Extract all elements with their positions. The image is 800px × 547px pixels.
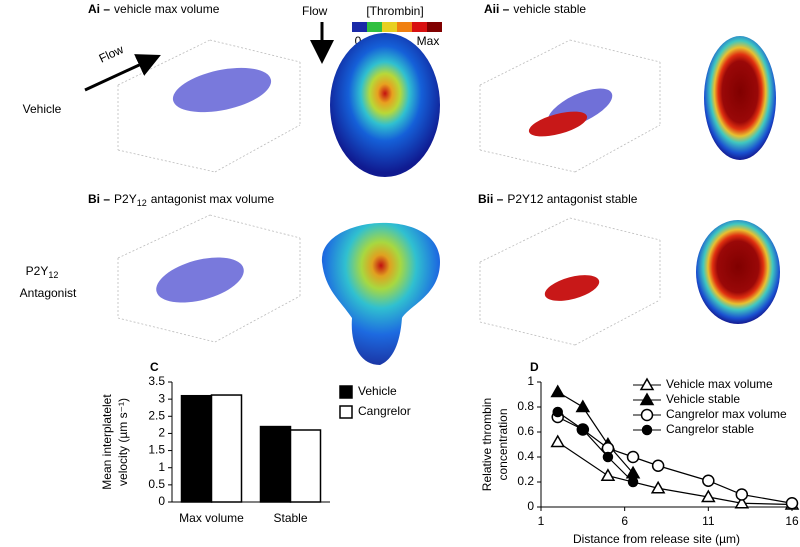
panel-title: Aii – vehicle stable [484, 2, 586, 16]
y-tick-label: 1 [527, 374, 534, 388]
row-label: P2Y12 [26, 264, 59, 280]
y-tick-label: 0 [527, 499, 534, 513]
marker [575, 399, 591, 413]
y-axis-label: Mean interplatelet [100, 394, 114, 490]
charts: C 0 0.5 1 1.5 2 2.5 3 3.5 Mean interplatelet veloc… [100, 360, 800, 546]
marker [602, 451, 614, 463]
x-tick-label: 6 [621, 514, 628, 528]
thrombus-render [156, 257, 244, 303]
panel-title: Bii – P2Y12 antagonist stable [478, 192, 638, 206]
x-tick-label: 16 [785, 514, 799, 528]
thrombus-heatmap [321, 222, 440, 365]
thrombus-render [528, 111, 588, 137]
bar [259, 425, 292, 503]
series-line [557, 441, 793, 506]
legend-label: Cangrelor [358, 404, 411, 418]
marker [627, 476, 639, 488]
colorbar-max: Max [417, 34, 440, 48]
legend-swatch [339, 405, 353, 419]
marker [640, 408, 654, 422]
colorbar [352, 22, 442, 32]
y-tick-label: 0 [158, 494, 165, 508]
x-tick-label: 11 [702, 514, 715, 528]
marker [651, 459, 665, 472]
marker [650, 480, 666, 494]
marker [626, 450, 640, 464]
thrombus-heatmap [704, 36, 776, 160]
y-axis-label: velocity (µm s⁻¹) [116, 398, 130, 486]
y-tick-label: 1 [158, 460, 165, 474]
marker [550, 384, 566, 398]
x-tick-label: 1 [538, 514, 545, 528]
flow-arrow [84, 54, 161, 92]
bar [289, 429, 322, 503]
x-axis-label: Distance from release site (µm) [573, 532, 740, 546]
series-line [557, 411, 634, 483]
y-tick-label: 0.4 [517, 449, 534, 463]
panel-label: D [530, 360, 539, 374]
panel-label: C [150, 360, 159, 374]
legend-label: Vehicle max volume [666, 377, 773, 391]
marker [734, 495, 750, 509]
colorbar-title: [Thrombin] [366, 4, 423, 18]
thrombus-render [544, 275, 600, 301]
legend-swatch [339, 385, 353, 399]
y-tick-label: 0.2 [517, 474, 534, 488]
axes-3d [117, 39, 301, 173]
marker [550, 434, 566, 448]
legend-label: Vehicle [358, 384, 397, 398]
row-label: Antagonist [20, 286, 77, 300]
y-tick-label: 2 [158, 426, 165, 440]
marker [552, 406, 563, 418]
flow-label: Flow [97, 42, 126, 66]
legend-label: Vehicle stable [666, 392, 740, 406]
marker [702, 474, 715, 487]
y-tick-label: 1.5 [148, 443, 165, 457]
y-tick-label: 3.5 [148, 374, 165, 388]
marker [735, 488, 749, 501]
y-tick-label: 3 [158, 391, 165, 405]
axes-3d [479, 217, 661, 346]
marker [785, 497, 799, 510]
y-tick-label: 2.5 [148, 408, 165, 422]
thrombus-render [172, 67, 272, 113]
flow-label: Flow [302, 4, 328, 18]
y-axis-label: concentration [496, 408, 510, 480]
row-label: Vehicle [23, 102, 62, 116]
panel-title: Bi – P2Y12 antagonist max volume [88, 192, 274, 208]
marker [577, 424, 589, 435]
marker [639, 392, 655, 406]
x-tick-label: Stable [273, 511, 307, 525]
legend-label: Cangrelor max volume [666, 407, 787, 421]
x-tick-label: Max volume [179, 511, 244, 525]
marker [600, 468, 616, 481]
marker [701, 489, 716, 503]
bar [210, 394, 243, 503]
marker [641, 424, 653, 436]
bar [180, 394, 213, 503]
series-line [557, 391, 634, 474]
thrombus-heatmap [696, 220, 780, 324]
thrombus-heatmap [330, 33, 440, 177]
y-tick-label: 0.6 [517, 424, 534, 438]
panel-title: Ai – vehicle max volume [88, 2, 220, 16]
y-tick-label: 0.5 [148, 477, 165, 491]
legend-label: Cangrelor stable [666, 422, 754, 436]
colorbar-min: 0 [355, 34, 362, 48]
axes-3d [479, 39, 661, 173]
y-tick-label: 0.8 [517, 399, 534, 413]
marker [639, 377, 655, 391]
y-axis-label: Relative thrombin [480, 398, 494, 491]
axes-3d [117, 214, 301, 343]
